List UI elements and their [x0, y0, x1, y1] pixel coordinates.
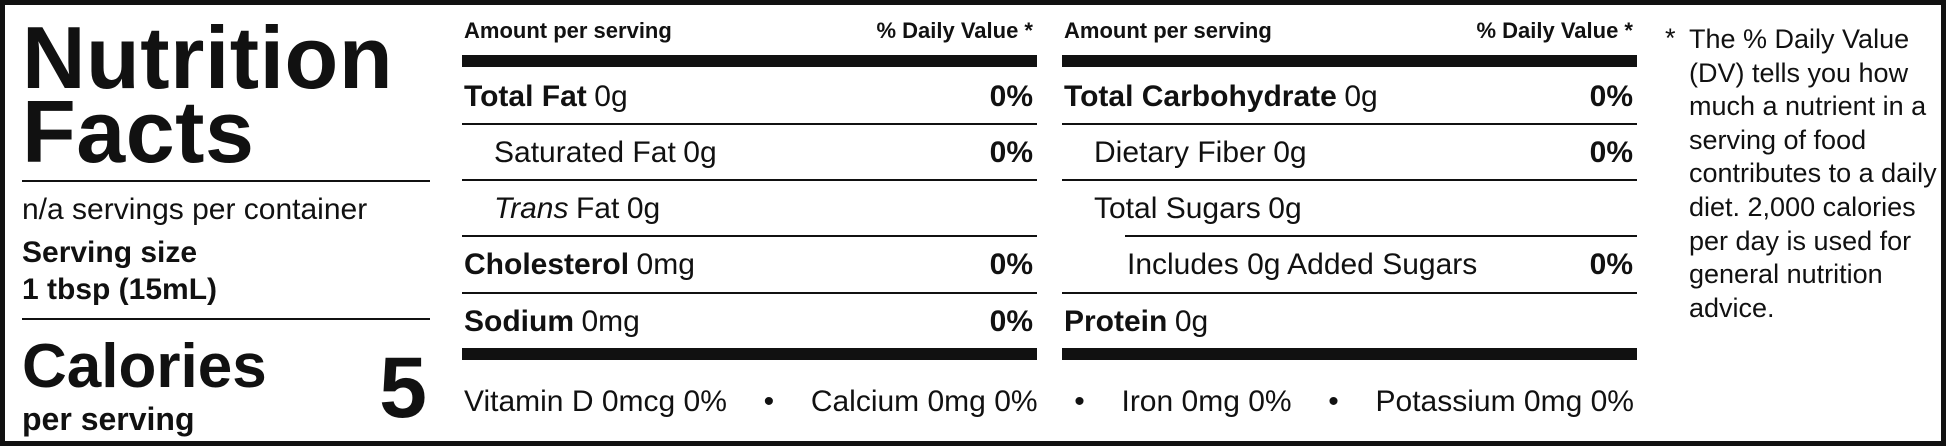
- row-divider: [462, 235, 1037, 237]
- amount-header: Amount per serving: [1064, 18, 1272, 43]
- vitamin: Potassium 0mg 0%: [1375, 385, 1634, 418]
- vitamin-separator: •: [1328, 385, 1339, 418]
- nutrient-row: Saturated Fat 0g 0%: [462, 123, 1037, 179]
- daily-value: 0%: [989, 136, 1033, 169]
- nutrient-row: Includes 0g Added Sugars 0%: [1062, 235, 1637, 291]
- vitamin-separator: •: [763, 385, 775, 418]
- nutrient-name: Includes 0g Added Sugars: [1127, 248, 1477, 282]
- serving-size-label: Serving size: [22, 236, 198, 269]
- row-divider: [1062, 123, 1637, 125]
- dv-header: % Daily Value *: [876, 18, 1033, 43]
- nutrient-amount: 0g: [1268, 192, 1302, 225]
- calories-sub: per serving: [22, 401, 195, 437]
- nutrient-row: Total Sugars 0g: [1062, 179, 1637, 235]
- nutrient-row: Sodium 0mg 0%: [462, 292, 1037, 348]
- nutrient-amount: 0g: [1344, 80, 1378, 113]
- nutrient-name: Total Fat: [464, 80, 587, 113]
- nutrient-name: Cholesterol 0mg: [464, 248, 695, 282]
- nutrient-amount: 0mg: [636, 248, 695, 281]
- nutrient-name: Saturated Fat 0g: [494, 136, 717, 170]
- row-divider: [462, 123, 1037, 125]
- row-divider: [1062, 292, 1637, 294]
- nutrient-row: Total Carbohydrate 0g 0%: [1062, 67, 1637, 123]
- divider: [22, 180, 430, 182]
- nutrient-column: Amount per serving % Daily Value * Total F…: [462, 5, 1037, 365]
- thick-bar: [462, 55, 1037, 67]
- nutrient-name: Total Fat 0g: [464, 80, 628, 114]
- nutrient-row: Cholesterol 0mg 0%: [462, 235, 1037, 291]
- thick-bar: [1062, 55, 1637, 67]
- daily-value: 0%: [989, 248, 1033, 281]
- daily-value: 0%: [989, 305, 1033, 338]
- nutrient-column: Amount per serving % Daily Value * Total C…: [1062, 5, 1637, 365]
- vitamin: Calcium 0mg 0%: [810, 385, 1038, 418]
- servings: n/a servings per container: [22, 193, 368, 226]
- thick-bar: [1062, 348, 1637, 360]
- daily-value: 0%: [1589, 136, 1633, 169]
- calories-value: 5: [379, 340, 427, 436]
- row-divider: [462, 179, 1037, 181]
- nutrient-name: Sodium: [464, 305, 574, 338]
- amount-header: Amount per serving: [464, 18, 672, 43]
- nutrient-name: Dietary Fiber 0g: [1094, 136, 1307, 170]
- nutrient-amount: 0g: [594, 80, 628, 113]
- daily-value: 0%: [989, 80, 1033, 113]
- nutrient-name: Includes 0g Added Sugars: [1127, 248, 1478, 281]
- footnote: The % Daily Value (DV) tells you how muc…: [1689, 24, 1937, 323]
- row-divider: [462, 292, 1037, 294]
- title: Nutrition Facts: [22, 8, 394, 181]
- nutrient-name: Saturated Fat: [494, 136, 676, 169]
- nutrient-amount: 0mg: [581, 305, 640, 338]
- nutrient-name: Protein 0g: [1064, 305, 1208, 339]
- vitamin-separator: •: [1074, 385, 1085, 418]
- divider: [22, 318, 430, 320]
- nutrient-amount: 0g: [683, 136, 717, 169]
- nutrient-amount: 0g: [1174, 305, 1209, 338]
- nutrient-name: Cholesterol: [464, 248, 630, 281]
- nutrient-amount: 0g: [1273, 136, 1307, 169]
- vitamins: Vitamin D 0mcg 0% • Calcium 0mg 0% • Iron 0m…: [464, 385, 1634, 419]
- nutrient-name: Trans Fat 0g: [494, 192, 660, 226]
- nutrient-name: Dietary Fiber: [1094, 136, 1266, 169]
- nutrient-name: Total Sugars 0g: [1094, 192, 1302, 226]
- serving-size: 1 tbsp (15mL): [22, 273, 218, 306]
- nutrient-name: Fat: [575, 192, 620, 225]
- daily-value: 0%: [1589, 80, 1633, 113]
- nutrient-name: Total Carbohydrate: [1064, 80, 1337, 113]
- vitamin: Vitamin D 0mcg 0%: [464, 385, 727, 418]
- nutrient-row: Dietary Fiber 0g 0%: [1062, 123, 1637, 179]
- nutrient-name: Total Carbohydrate 0g: [1064, 80, 1378, 114]
- row-divider: [1125, 235, 1637, 237]
- thick-bar: [462, 348, 1037, 360]
- nutrient-name-italic: Trans: [494, 192, 569, 225]
- nutrient-row: Protein 0g: [1062, 292, 1637, 348]
- nutrient-amount: 0g: [626, 192, 661, 225]
- nutrient-name: Protein: [1064, 305, 1168, 338]
- nutrient-row: Total Fat 0g 0%: [462, 67, 1037, 123]
- nutrient-name: Total Sugars: [1094, 192, 1261, 225]
- vitamin: Iron 0mg 0%: [1121, 385, 1292, 418]
- nutrient-name: Sodium 0mg: [464, 305, 640, 339]
- daily-value: 0%: [1589, 248, 1633, 281]
- dv-header: % Daily Value *: [1476, 18, 1633, 43]
- nutrient-row: Trans Fat 0g: [462, 179, 1037, 235]
- footnote-marker: *: [1665, 23, 1676, 53]
- calories-label: Calories: [22, 332, 267, 401]
- row-divider: [1062, 179, 1637, 181]
